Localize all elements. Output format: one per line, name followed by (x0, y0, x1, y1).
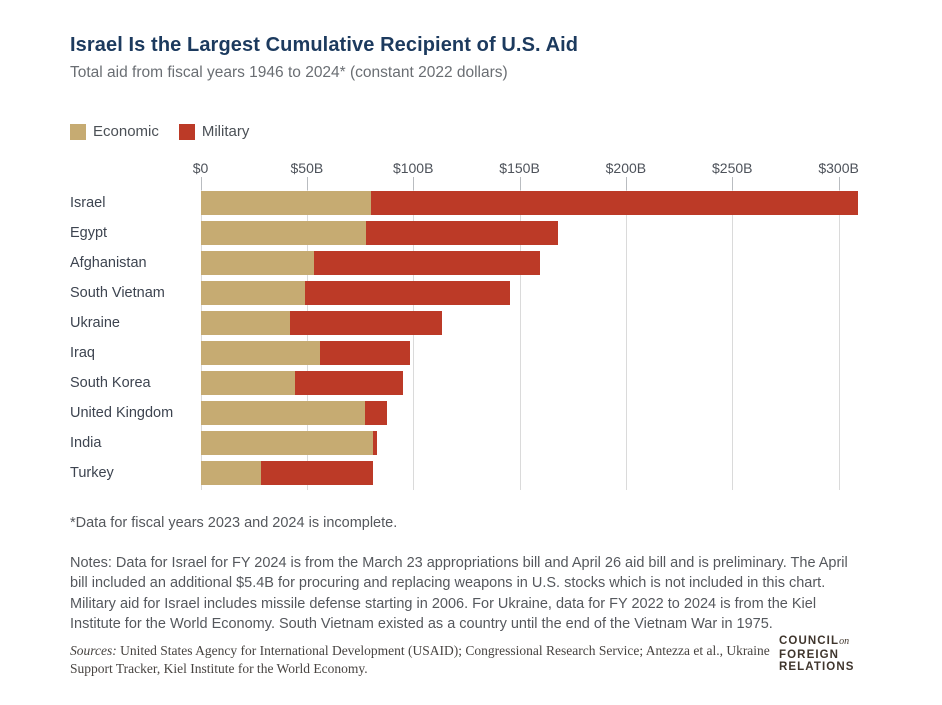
axis-tick-label: $300B (818, 160, 859, 176)
bar-row-india (200, 430, 378, 455)
axis-tick-label: $250B (712, 160, 753, 176)
row-label-afghanistan: Afghanistan (70, 254, 147, 271)
axis-tick-label: $100B (392, 160, 434, 176)
bar-segment-economic (200, 220, 367, 245)
sources-line-1: Sources: United States Agency for Intern… (70, 642, 770, 660)
bar-row-egypt (200, 220, 558, 245)
gridline (519, 182, 521, 490)
chart-subtitle: Total aid from fiscal years 1946 to 2024… (70, 64, 508, 81)
gridline (732, 182, 734, 490)
bar-segment-military (372, 430, 378, 455)
bar-row-south-korea (200, 370, 403, 395)
cfr-logo-council: COUNCIL (779, 635, 840, 647)
cfr-logo-line-1: COUNCILon (779, 635, 855, 649)
axis-tick (413, 177, 415, 190)
row-label-ukraine: Ukraine (70, 314, 120, 331)
axis-tick (625, 177, 627, 190)
bar-row-israel (200, 190, 858, 215)
bar-segment-economic (200, 250, 315, 275)
bar-segment-military (304, 280, 510, 305)
bar-segment-economic (200, 370, 296, 395)
cfr-logo: COUNCILon FOREIGN RELATIONS (779, 635, 855, 674)
bar-segment-military (314, 250, 540, 275)
gridline (838, 182, 840, 490)
gridline (625, 182, 627, 490)
axis-tick (732, 177, 734, 190)
bar-segment-military (295, 370, 403, 395)
bar-segment-economic (200, 340, 320, 365)
bar-segment-military (319, 340, 410, 365)
legend-item-military: Military (178, 123, 250, 140)
bar-segment-economic (200, 310, 290, 335)
bar-row-afghanistan (200, 250, 540, 275)
bar-segment-military (370, 190, 858, 215)
note-line: Institute for the World Economy. South V… (70, 615, 773, 632)
sources: Sources: United States Agency for Intern… (70, 642, 770, 678)
bar-segment-military (261, 460, 373, 485)
axis-tick (519, 177, 521, 190)
sources-text-2: Support Tracker, Kiel Institute for the … (70, 661, 368, 676)
legend-swatch-economic (70, 123, 86, 140)
bar-segment-economic (200, 280, 305, 305)
bar-segment-economic (200, 430, 373, 455)
axis-tick-label: $150B (499, 160, 540, 176)
bar-segment-military (366, 220, 558, 245)
note-line: Notes: Data for Israel for FY 2024 is fr… (70, 555, 848, 571)
sources-label: Sources: (70, 643, 117, 658)
cfr-logo-line-3: RELATIONS (779, 661, 855, 673)
note-line: bill included an additional $5.4B for pr… (70, 575, 826, 592)
gridline (306, 182, 308, 490)
row-label-iraq: Iraq (70, 344, 95, 361)
bar-segment-military (365, 400, 387, 425)
axis-tick-label: $200B (605, 160, 647, 176)
gridline (200, 182, 202, 490)
footnote: *Data for fiscal years 2023 and 2024 is … (70, 515, 398, 531)
chart-legend: Economic Military (70, 123, 249, 140)
axis-tick (200, 177, 202, 190)
legend-item-economic: Economic (70, 123, 159, 140)
bar-segment-economic (200, 190, 371, 215)
axis-tick-label: $0 (192, 160, 209, 176)
gridline (413, 182, 415, 490)
notes: Notes: Data for Israel for FY 2024 is fr… (70, 553, 848, 634)
row-label-india: India (70, 434, 102, 451)
row-label-israel: Israel (70, 194, 106, 211)
bar-row-ukraine (200, 310, 442, 335)
legend-label: Economic (93, 123, 159, 140)
sources-text-1: United States Agency for International D… (120, 643, 770, 658)
bar-row-united-kingdom (200, 400, 387, 425)
row-label-united-kingdom: United Kingdom (70, 404, 174, 421)
bar-segment-economic (200, 400, 366, 425)
bar-segment-military (289, 310, 442, 335)
row-label-south-vietnam: South Vietnam (70, 284, 165, 301)
axis-tick (838, 177, 840, 190)
cfr-logo-on: on (839, 636, 850, 647)
axis-tick-label: $50B (290, 160, 324, 176)
legend-label: Military (201, 123, 250, 140)
bar-row-turkey (200, 460, 373, 485)
cfr-logo-line-2: FOREIGN (779, 648, 840, 661)
bar-row-south-vietnam (200, 280, 510, 305)
row-label-south-korea: South Korea (70, 374, 151, 391)
row-label-turkey: Turkey (70, 464, 114, 481)
bar-row-iraq (200, 340, 410, 365)
chart-title: Israel Is the Largest Cumulative Recipie… (70, 34, 579, 56)
axis-tick (306, 177, 308, 190)
legend-swatch-military (178, 123, 195, 140)
bar-segment-economic (200, 460, 262, 485)
note-line: Military aid for Israel includes missile… (70, 595, 817, 612)
row-label-egypt: Egypt (70, 224, 108, 241)
